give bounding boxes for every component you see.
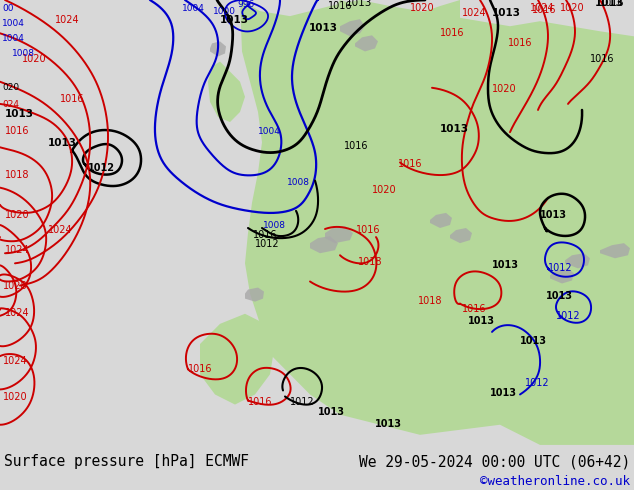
Text: 1004: 1004: [2, 34, 25, 43]
Text: 00: 00: [2, 4, 13, 13]
Text: 1016: 1016: [440, 28, 465, 38]
Text: 1013: 1013: [375, 419, 402, 429]
Polygon shape: [320, 0, 460, 112]
Text: 1013: 1013: [560, 0, 589, 2]
Text: 1008: 1008: [12, 49, 35, 58]
Text: 1013: 1013: [492, 260, 519, 270]
Text: 1016: 1016: [508, 38, 533, 49]
Polygon shape: [245, 288, 264, 302]
Text: Surface pressure [hPa] ECMWF: Surface pressure [hPa] ECMWF: [4, 454, 249, 469]
Polygon shape: [200, 314, 275, 405]
Text: 1024: 1024: [530, 3, 555, 13]
Polygon shape: [325, 226, 353, 243]
Polygon shape: [210, 41, 226, 56]
Text: 1008: 1008: [287, 178, 310, 187]
Text: 1016: 1016: [462, 304, 486, 314]
Text: 1016: 1016: [356, 225, 380, 235]
Text: 1020: 1020: [372, 185, 397, 195]
Text: 1020: 1020: [410, 3, 435, 13]
Polygon shape: [430, 213, 452, 228]
Text: 020: 020: [2, 83, 19, 92]
Polygon shape: [565, 253, 590, 269]
Text: 1016: 1016: [600, 0, 624, 8]
Text: 1004: 1004: [258, 127, 281, 136]
Text: 1013: 1013: [309, 24, 338, 33]
Text: 1016: 1016: [344, 141, 368, 151]
Text: 1024: 1024: [462, 8, 487, 18]
Text: 1013: 1013: [318, 407, 345, 416]
Text: 1008: 1008: [275, 0, 298, 2]
Text: 1000: 1000: [213, 7, 236, 16]
Text: 1018: 1018: [5, 170, 30, 179]
Text: 1013: 1013: [520, 336, 547, 346]
Text: 1013: 1013: [440, 124, 469, 134]
Polygon shape: [240, 0, 634, 445]
Text: 1018: 1018: [418, 295, 443, 306]
Text: 1013: 1013: [310, 0, 337, 2]
Text: 1020: 1020: [492, 84, 517, 94]
Text: 1008: 1008: [263, 221, 286, 230]
Text: ©weatheronline.co.uk: ©weatheronline.co.uk: [480, 475, 630, 489]
Polygon shape: [600, 243, 630, 258]
Text: 1024: 1024: [3, 356, 28, 366]
Text: 1020: 1020: [3, 392, 28, 401]
Text: 1016: 1016: [5, 126, 30, 136]
Text: 1013: 1013: [546, 291, 573, 301]
Text: 1020: 1020: [5, 210, 30, 220]
Text: 1004: 1004: [182, 4, 205, 13]
Text: 1016: 1016: [248, 396, 273, 407]
Polygon shape: [428, 284, 470, 344]
Text: 1013: 1013: [490, 389, 517, 398]
Text: 1013: 1013: [346, 0, 372, 8]
Text: 1013: 1013: [5, 109, 34, 119]
Polygon shape: [355, 35, 378, 51]
Text: 1020: 1020: [22, 53, 47, 64]
Text: 1016: 1016: [188, 364, 212, 374]
Text: 1013: 1013: [492, 8, 521, 18]
Text: 1024: 1024: [55, 15, 80, 25]
Text: 1016: 1016: [253, 230, 278, 240]
Text: 1012: 1012: [290, 396, 314, 407]
Text: 1012: 1012: [255, 239, 280, 249]
Text: 1004: 1004: [2, 19, 25, 28]
Polygon shape: [340, 19, 365, 36]
Text: 1016: 1016: [590, 53, 614, 64]
Text: 1028: 1028: [3, 281, 28, 291]
Text: 1013: 1013: [540, 210, 567, 220]
Text: 1016: 1016: [532, 5, 557, 15]
Polygon shape: [310, 236, 338, 253]
Polygon shape: [208, 62, 245, 122]
Text: 1008: 1008: [285, 0, 309, 2]
Text: 1013: 1013: [48, 138, 77, 148]
Text: 1024: 1024: [5, 245, 30, 255]
Text: 024: 024: [2, 100, 19, 109]
Text: 1018: 1018: [358, 257, 382, 268]
Text: 996: 996: [237, 0, 254, 9]
Polygon shape: [550, 269, 574, 284]
Text: 1012: 1012: [88, 163, 115, 172]
Text: 1016: 1016: [398, 159, 422, 170]
Text: 1013: 1013: [468, 316, 495, 326]
Polygon shape: [450, 228, 472, 243]
Text: 1016: 1016: [60, 94, 84, 104]
Text: 1012: 1012: [548, 264, 573, 273]
Polygon shape: [555, 243, 634, 364]
Text: 1013: 1013: [220, 15, 249, 25]
Text: 1024: 1024: [48, 225, 73, 235]
Text: 1016: 1016: [328, 1, 353, 11]
Text: 1013: 1013: [595, 0, 624, 8]
Text: We 29-05-2024 00:00 UTC (06+42): We 29-05-2024 00:00 UTC (06+42): [359, 454, 630, 469]
Text: 1012: 1012: [525, 378, 550, 389]
Text: 1020: 1020: [560, 3, 585, 13]
Text: 1024: 1024: [5, 308, 30, 318]
Text: 1012: 1012: [556, 311, 581, 321]
Polygon shape: [320, 243, 345, 324]
